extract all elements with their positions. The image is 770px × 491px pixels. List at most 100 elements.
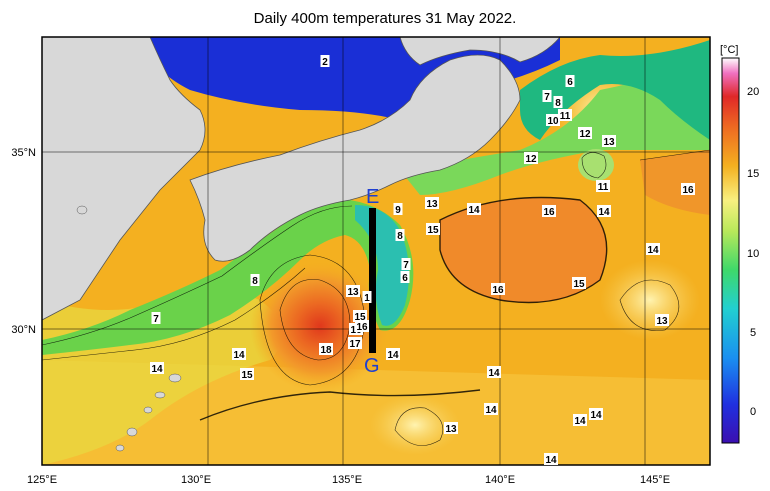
northern-front: [400, 60, 710, 195]
svg-text:13: 13: [656, 316, 668, 327]
colorbar-tick-5: 5: [750, 327, 756, 339]
colorbar-tick-15: 15: [747, 168, 759, 180]
contour-label: 16: [355, 320, 369, 333]
contour-label: 14: [487, 366, 501, 379]
colorbar-unit: [°C]: [720, 44, 738, 56]
contour-label: 7: [542, 90, 552, 103]
svg-text:15: 15: [427, 225, 439, 236]
contour-label: 8: [553, 96, 563, 109]
contour-label: 10: [546, 114, 560, 127]
contour-label: 13: [425, 197, 439, 210]
oyashio-region: [520, 40, 710, 140]
svg-text:13: 13: [347, 287, 359, 298]
kuroshio-front: [42, 200, 414, 355]
ryukyu-islands: [76, 205, 182, 452]
svg-text:7: 7: [153, 314, 159, 325]
lon-tick-130: 130°E: [181, 474, 211, 486]
lon-tick-125: 125°E: [27, 474, 57, 486]
svg-text:8: 8: [252, 276, 258, 287]
svg-text:18: 18: [320, 345, 332, 356]
svg-text:13: 13: [445, 424, 457, 435]
svg-text:14: 14: [485, 405, 497, 416]
contour-label: 1: [362, 291, 372, 304]
svg-text:16: 16: [543, 207, 555, 218]
contour-label: 13: [602, 135, 616, 148]
svg-text:16: 16: [356, 322, 368, 333]
svg-text:14: 14: [598, 207, 610, 218]
svg-text:14: 14: [574, 416, 586, 427]
svg-text:12: 12: [579, 129, 591, 140]
contour-label: 12: [578, 127, 592, 140]
svg-text:11: 11: [598, 182, 609, 193]
contour-label: 13: [444, 422, 458, 435]
map-title: Daily 400m temperatures 31 May 2022.: [253, 10, 517, 27]
svg-text:14: 14: [590, 410, 602, 421]
lat-tick-30: 30°N: [11, 324, 36, 336]
svg-text:7: 7: [403, 260, 409, 271]
lon-tick-135: 135°E: [332, 474, 362, 486]
contour-label: 13: [346, 285, 360, 298]
contour-label: 13: [655, 314, 669, 327]
contour-label: 7: [151, 312, 161, 325]
contour-label: 15: [240, 368, 254, 381]
contour-label: 8: [250, 274, 260, 287]
contour-label: 11: [558, 109, 572, 122]
svg-text:6: 6: [567, 77, 573, 88]
map-layers: [42, 37, 710, 465]
contour-label: 12: [524, 152, 538, 165]
contour-label: 16: [681, 183, 695, 196]
section-line: [369, 208, 376, 353]
lon-tick-145: 145°E: [640, 474, 670, 486]
svg-text:15: 15: [354, 312, 366, 323]
cold-eddy-11: [578, 149, 614, 181]
warm-region-east: [440, 197, 607, 303]
map-frame: [41, 36, 711, 466]
japan-sea: [140, 37, 560, 120]
contour-label: 15: [426, 223, 440, 236]
svg-text:16: 16: [682, 185, 694, 196]
contour-label: 11: [596, 180, 610, 193]
cool-eddy-east: [600, 260, 700, 340]
svg-text:1: 1: [364, 293, 370, 304]
colorbar-tick-10: 10: [747, 248, 759, 260]
contour-label: 14: [589, 408, 603, 421]
land-north: [399, 37, 561, 66]
contour-label: 14: [150, 362, 164, 375]
contour-label: 18: [319, 343, 333, 356]
contour-label: 8: [395, 229, 405, 242]
contour-label: 14: [232, 348, 246, 361]
land-asia: [42, 37, 206, 321]
svg-text:6: 6: [402, 273, 408, 284]
svg-text:8: 8: [555, 98, 561, 109]
svg-text:15: 15: [241, 370, 253, 381]
svg-text:7: 7: [544, 92, 550, 103]
contour-label: 14: [484, 403, 498, 416]
svg-text:14: 14: [151, 364, 163, 375]
contour-label: 16: [491, 283, 505, 296]
contour-label: 14: [573, 414, 587, 427]
svg-text:13: 13: [603, 137, 615, 148]
svg-text:10: 10: [547, 116, 559, 127]
svg-text:14: 14: [387, 350, 399, 361]
warm-region-northeast: [640, 150, 710, 215]
lat-tick-35: 35°N: [11, 147, 36, 159]
colorbar-tick-0: 0: [750, 406, 756, 418]
svg-text:16: 16: [492, 285, 504, 296]
contour-label: 15: [353, 310, 367, 323]
svg-text:14: 14: [468, 205, 480, 216]
contour-label: 17: [348, 337, 362, 350]
svg-text:14: 14: [545, 455, 557, 466]
land-japan: [189, 54, 521, 262]
colorbar: [°C] 20 15 10 5 0: [720, 44, 759, 444]
contour-label: 6: [565, 75, 575, 88]
contour-label: 6: [400, 271, 410, 284]
section-start-label: E: [366, 186, 379, 208]
svg-text:12: 12: [525, 154, 537, 165]
contour-label: 14: [597, 205, 611, 218]
svg-text:17: 17: [349, 339, 361, 350]
svg-text:2: 2: [322, 57, 328, 68]
svg-text:14: 14: [488, 368, 500, 379]
contour-label: 16: [542, 205, 556, 218]
contour-label: 7: [401, 258, 411, 271]
